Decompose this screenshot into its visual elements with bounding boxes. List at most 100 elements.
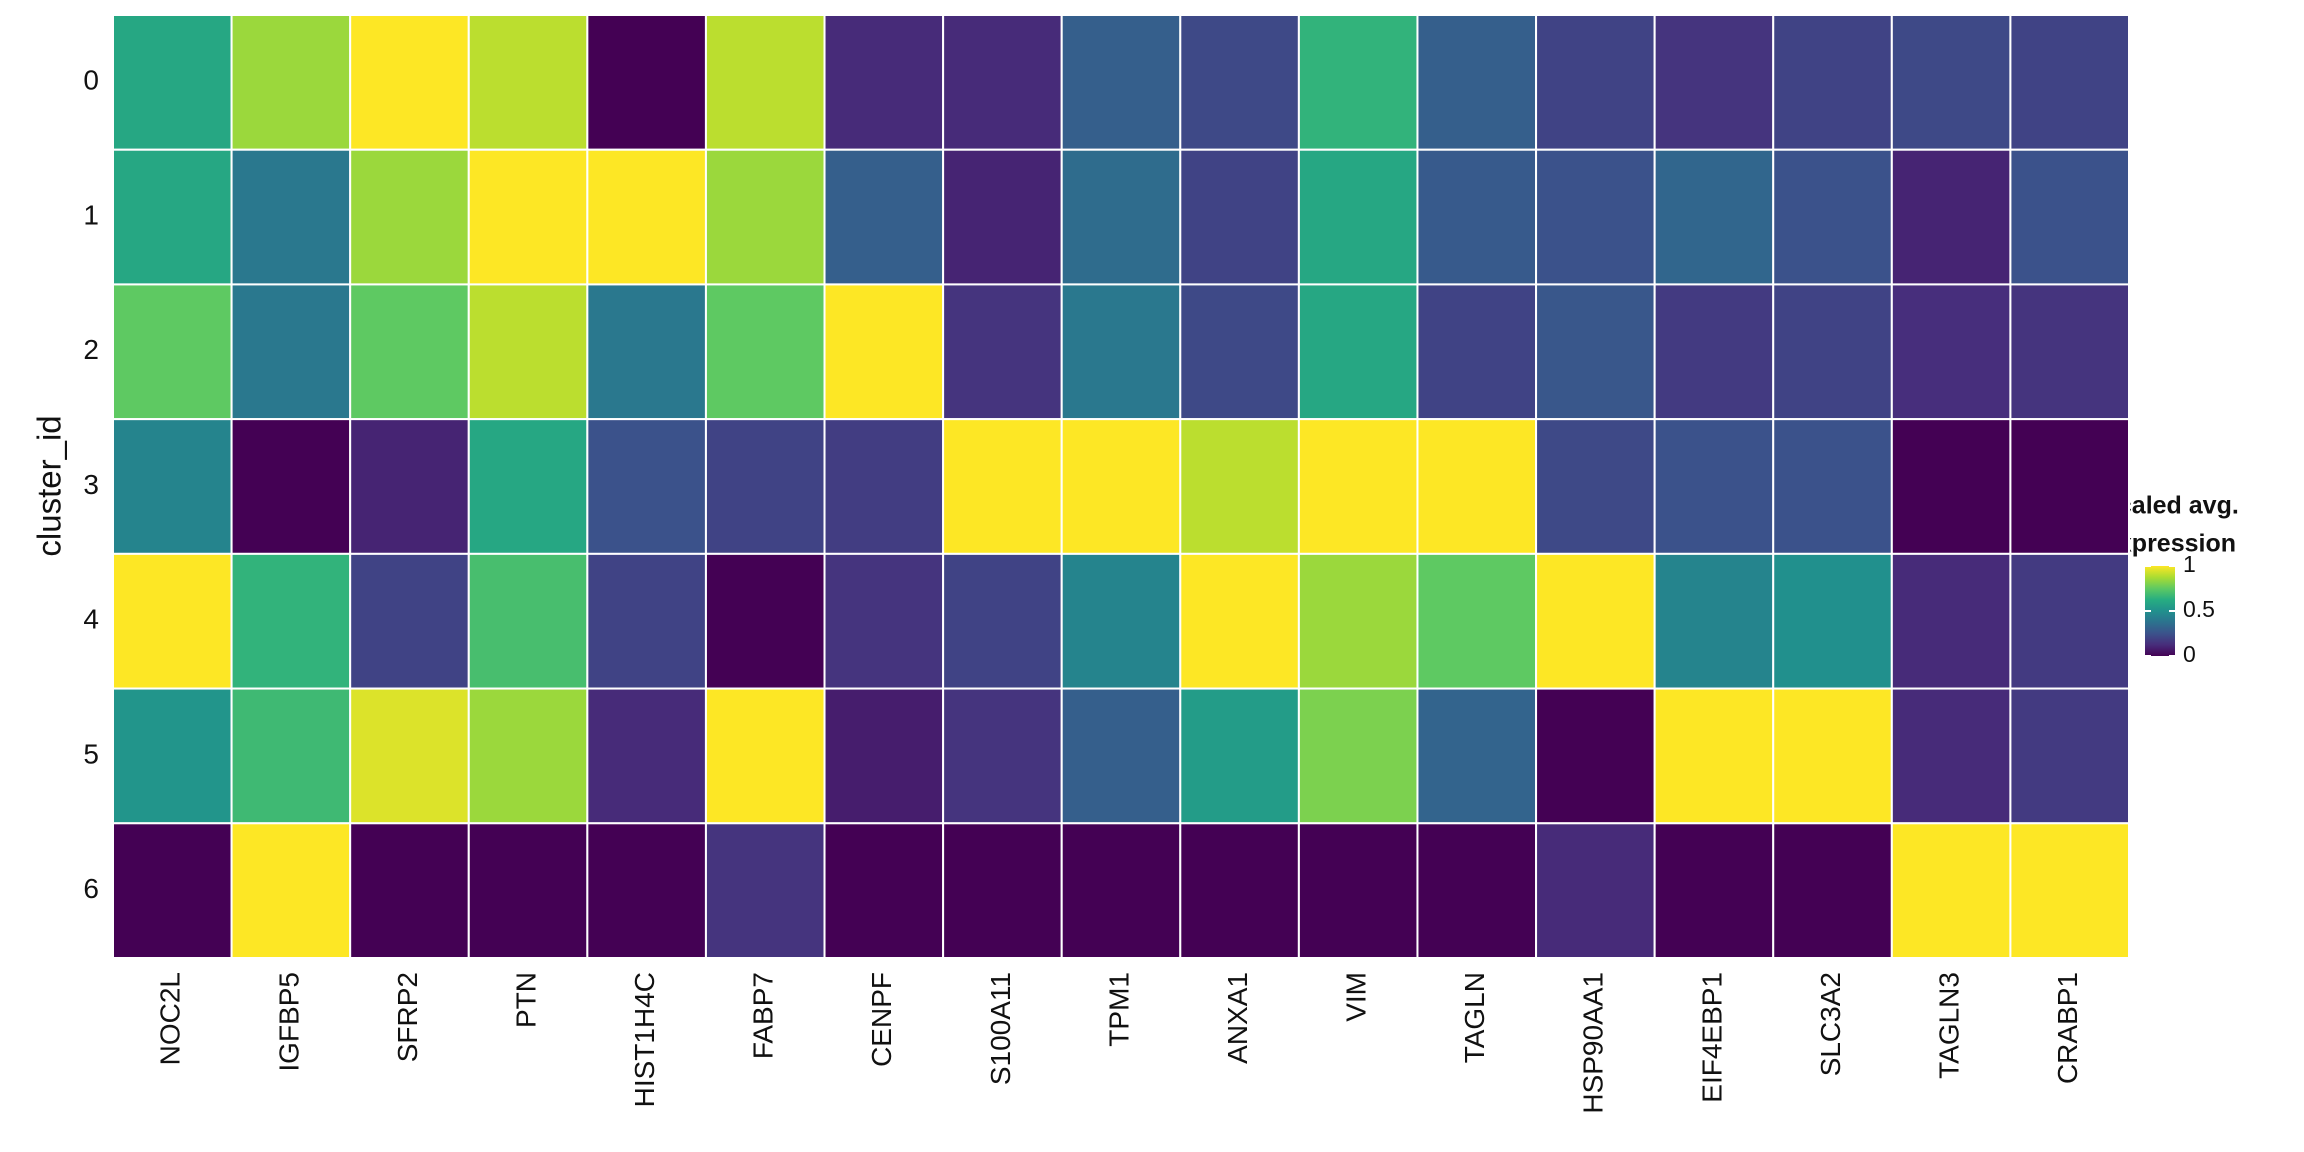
heatmap-cell xyxy=(1772,283,1893,421)
heatmap-cell xyxy=(1179,822,1300,959)
heatmap-cell xyxy=(2009,822,2130,959)
heatmap-cell xyxy=(230,148,352,286)
heatmap-cell xyxy=(704,687,826,825)
heatmap-cell xyxy=(1179,687,1300,825)
y-tick-label: 2 xyxy=(83,334,99,365)
heatmap-cell xyxy=(1416,418,1538,555)
heatmap-cell xyxy=(1535,822,1656,959)
heatmap-cell xyxy=(112,552,233,690)
heatmap-cell xyxy=(704,418,826,555)
heatmap-cell xyxy=(467,148,589,286)
heatmap-cell xyxy=(467,822,589,959)
y-tick-label: 5 xyxy=(83,738,99,769)
heatmap-cell xyxy=(1535,552,1656,690)
heatmap-cell xyxy=(1179,418,1300,555)
heatmap-cell xyxy=(112,822,233,959)
heatmap-cell xyxy=(823,148,945,286)
heatmap-cell xyxy=(1297,552,1419,690)
heatmap-cell xyxy=(1297,148,1419,286)
heatmap-cell xyxy=(112,148,233,286)
heatmap-cell xyxy=(2009,418,2130,555)
heatmap-cell xyxy=(1535,148,1656,286)
heatmap-cell xyxy=(1416,822,1538,959)
x-tick-label: PTN xyxy=(510,972,541,1028)
heatmap-cell xyxy=(2009,552,2130,690)
x-tick-label: TAGLN3 xyxy=(1934,972,1965,1079)
heatmap-cell xyxy=(230,822,352,959)
heatmap-cell xyxy=(942,418,1063,555)
heatmap-cell xyxy=(1772,418,1893,555)
heatmap-cell xyxy=(1060,148,1182,286)
colorbar-tick-label: 0.5 xyxy=(2183,596,2215,622)
heatmap-cell xyxy=(942,283,1063,421)
heatmap-cell xyxy=(823,687,945,825)
heatmap-cell xyxy=(942,687,1063,825)
colorbar-tick-label: 1 xyxy=(2183,551,2196,577)
heatmap-cell xyxy=(467,283,589,421)
heatmap-cell xyxy=(349,552,470,690)
heatmap-cell xyxy=(942,552,1063,690)
heatmap-cell xyxy=(349,148,470,286)
heatmap-cell xyxy=(1416,14,1538,151)
heatmap-cell xyxy=(823,418,945,555)
heatmap-cell xyxy=(586,687,707,825)
x-tick-label: SLC3A2 xyxy=(1815,972,1846,1076)
heatmap-cell xyxy=(586,14,707,151)
heatmap-cell xyxy=(1653,418,1775,555)
heatmap-cell xyxy=(823,552,945,690)
x-tick-label: HSP90AA1 xyxy=(1578,972,1609,1114)
heatmap-cell xyxy=(2009,283,2130,421)
heatmap-cell xyxy=(1653,687,1775,825)
heatmap-cell xyxy=(1060,687,1182,825)
x-tick-label: CENPF xyxy=(866,972,897,1067)
heatmap-cell xyxy=(467,687,589,825)
heatmap-cell xyxy=(112,14,233,151)
heatmap-cell xyxy=(1653,552,1775,690)
heatmap-cell xyxy=(1060,283,1182,421)
heatmap-cell xyxy=(1416,552,1538,690)
x-tick-label: VIM xyxy=(1341,972,1372,1022)
heatmap-cell xyxy=(1535,283,1656,421)
x-tick-label: EIF4EBP1 xyxy=(1696,972,1727,1103)
heatmap-cell xyxy=(1297,822,1419,959)
heatmap-cell xyxy=(1772,148,1893,286)
heatmap-cell xyxy=(1297,283,1419,421)
heatmap-cell xyxy=(1890,822,2012,959)
heatmap-cell xyxy=(1416,148,1538,286)
heatmap-cell xyxy=(1772,552,1893,690)
heatmap-cell xyxy=(586,552,707,690)
heatmap-cell xyxy=(1890,283,2012,421)
x-tick-label: IGFBP5 xyxy=(273,972,304,1072)
heatmap-cell xyxy=(823,822,945,959)
x-tick-label: S100A11 xyxy=(985,972,1016,1085)
heatmap-cell xyxy=(1179,14,1300,151)
y-tick-label: 4 xyxy=(83,604,99,635)
heatmap-cell xyxy=(704,283,826,421)
heatmap-cell xyxy=(942,14,1063,151)
heatmap-cell xyxy=(2009,687,2130,825)
heatmap-cell xyxy=(704,822,826,959)
heatmap-cell xyxy=(349,418,470,555)
heatmap-cell xyxy=(823,283,945,421)
x-tick-label: ANXA1 xyxy=(1222,972,1253,1064)
heatmap-cell xyxy=(942,148,1063,286)
heatmap-cell xyxy=(704,14,826,151)
heatmap-cell xyxy=(230,418,352,555)
heatmap-cell xyxy=(586,283,707,421)
heatmap-cell xyxy=(467,14,589,151)
heatmap-cell xyxy=(112,283,233,421)
heatmap-cell xyxy=(2009,14,2130,151)
heatmap-cell xyxy=(349,687,470,825)
x-tick-label: SFRP2 xyxy=(392,972,423,1062)
heatmap-cell xyxy=(586,148,707,286)
heatmap-cell xyxy=(1890,552,2012,690)
heatmap-cell xyxy=(1535,687,1656,825)
heatmap-cell xyxy=(1653,822,1775,959)
heatmap-cell xyxy=(586,418,707,555)
heatmap-cell xyxy=(1179,283,1300,421)
x-tick-label: FABP7 xyxy=(748,972,779,1059)
heatmap-cell xyxy=(467,418,589,555)
heatmap-cell xyxy=(1416,687,1538,825)
heatmap-cell xyxy=(1179,148,1300,286)
heatmap-cell xyxy=(349,14,470,151)
